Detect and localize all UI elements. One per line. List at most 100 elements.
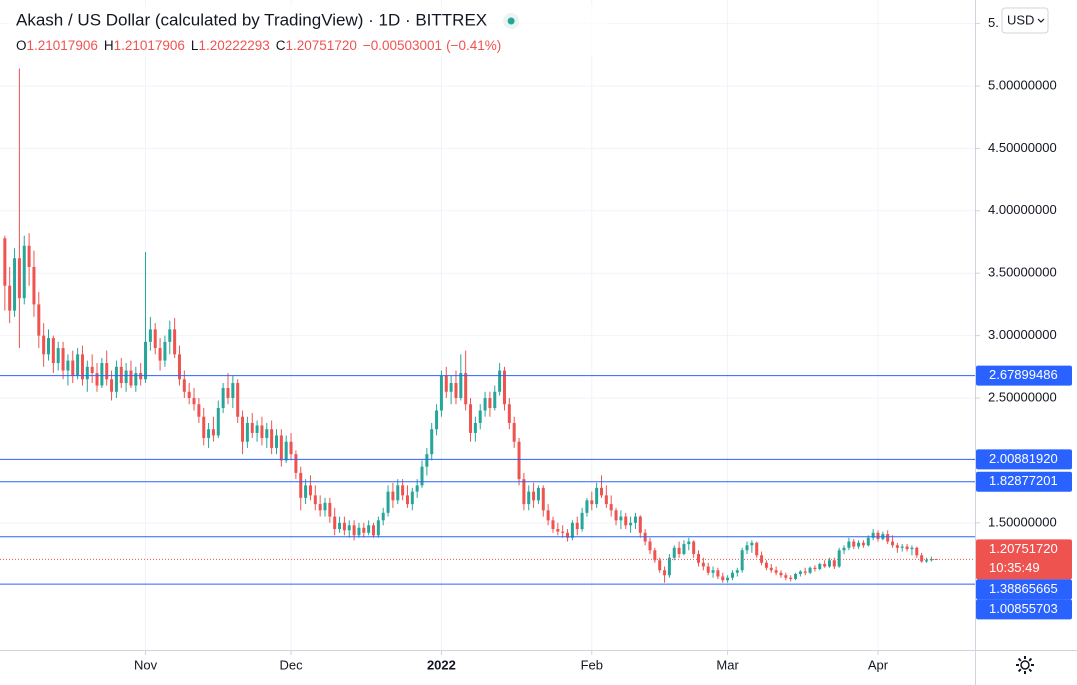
candle-body: [449, 383, 453, 392]
legend-value: 1.20222293: [198, 38, 269, 53]
candle-body: [211, 429, 215, 436]
candle-body: [153, 329, 157, 349]
candle-body: [197, 404, 201, 417]
legend-key: C: [276, 38, 286, 53]
candle-body: [226, 388, 230, 399]
candle-body: [536, 487, 540, 501]
candle-body: [483, 398, 487, 411]
candle-body: [498, 370, 502, 392]
candle-body: [755, 542, 759, 556]
candle-body: [95, 373, 99, 386]
x-tick-label: Mar: [716, 657, 739, 672]
candle-body: [134, 373, 138, 386]
candle-body: [827, 560, 831, 567]
candle-body: [609, 504, 613, 511]
horizontal-line-box: [976, 449, 1072, 470]
candle-body: [37, 304, 41, 336]
candle-body: [3, 238, 7, 286]
candle-body: [71, 360, 75, 376]
candle-body: [566, 532, 570, 538]
candle-body: [236, 383, 240, 417]
candle-body: [56, 348, 60, 364]
y-tick-label: 4.50000000: [988, 140, 1057, 155]
candle-body: [85, 366, 89, 380]
settings-button[interactable]: [1016, 656, 1034, 674]
candle-body: [527, 491, 531, 505]
candle-body: [352, 525, 356, 536]
candle-body: [507, 404, 511, 423]
candle-body: [682, 544, 686, 555]
horizontal-line-label: 2.00881920: [989, 451, 1058, 466]
candle-body: [299, 472, 303, 498]
ohlc-legend: O1.21017906 H1.21017906 L1.20222293 C1.2075…: [16, 38, 501, 53]
horizontal-line-box: [976, 365, 1072, 386]
gear-teeth: [1016, 656, 1034, 674]
candle-body: [439, 375, 443, 411]
candle-body: [51, 338, 55, 364]
candle-body: [910, 547, 914, 550]
candle-body: [284, 441, 288, 461]
y-tick-label: 3.50000000: [988, 265, 1057, 280]
candle-body: [17, 258, 21, 299]
horizontal-line-box: [976, 471, 1072, 492]
candle-body: [173, 329, 177, 355]
candle-body: [250, 422, 254, 433]
candle-body: [401, 485, 405, 496]
candle-body: [13, 258, 17, 311]
candle-body: [415, 485, 419, 492]
candle-body: [633, 516, 637, 523]
candle-body: [924, 560, 928, 562]
candle-body: [27, 245, 31, 267]
candle-body: [832, 560, 836, 567]
candle-body: [730, 572, 734, 578]
candle-body: [711, 570, 715, 573]
candle-body: [144, 341, 148, 380]
candle-body: [556, 529, 560, 532]
candle-body: [813, 567, 817, 569]
candle-body: [706, 566, 710, 573]
candle-body: [920, 555, 924, 562]
horizontal-line-label: 1.00855703: [989, 601, 1058, 616]
candle-body: [274, 435, 278, 448]
market-status-dot: [507, 17, 515, 25]
grid: [0, 0, 975, 650]
candle-body: [750, 542, 754, 546]
candle-body: [493, 391, 497, 408]
legend-key: H: [104, 38, 114, 53]
candle-body: [22, 245, 26, 299]
legend-change: −0.00503001: [363, 38, 442, 53]
candle-body: [876, 532, 880, 540]
candle-body: [396, 485, 400, 501]
candle-body: [376, 520, 380, 536]
candle-body: [444, 375, 448, 392]
candle-body: [638, 516, 642, 533]
currency-button[interactable]: USD: [1001, 7, 1049, 34]
candle-body: [716, 570, 720, 577]
candle-body: [47, 338, 51, 355]
candle-body: [328, 502, 332, 517]
candle-body: [473, 422, 477, 433]
candle-body: [265, 429, 269, 438]
legend-value: 1.21017906: [114, 38, 185, 53]
countdown-label: 10:35:49: [989, 560, 1040, 575]
candle-body: [575, 522, 579, 530]
candle-body: [488, 398, 492, 408]
candle-body: [42, 335, 46, 355]
candle-body: [410, 491, 414, 505]
candle-body: [255, 425, 259, 433]
header: Akash / US Dollar (calculated by Trading…: [8, 6, 608, 56]
candle-body: [308, 485, 312, 496]
candle-body: [367, 525, 371, 533]
candle-body: [798, 571, 802, 574]
candle-body: [847, 541, 851, 548]
candle-body: [532, 491, 536, 501]
candle-body: [517, 441, 521, 480]
candle-body: [512, 422, 516, 442]
currency-button-box[interactable]: [1001, 7, 1049, 34]
candle-body: [774, 570, 778, 573]
candle-body: [245, 422, 249, 442]
candle-body: [8, 285, 12, 311]
candle-body: [469, 404, 473, 433]
horizontal-line-box: [976, 599, 1072, 620]
